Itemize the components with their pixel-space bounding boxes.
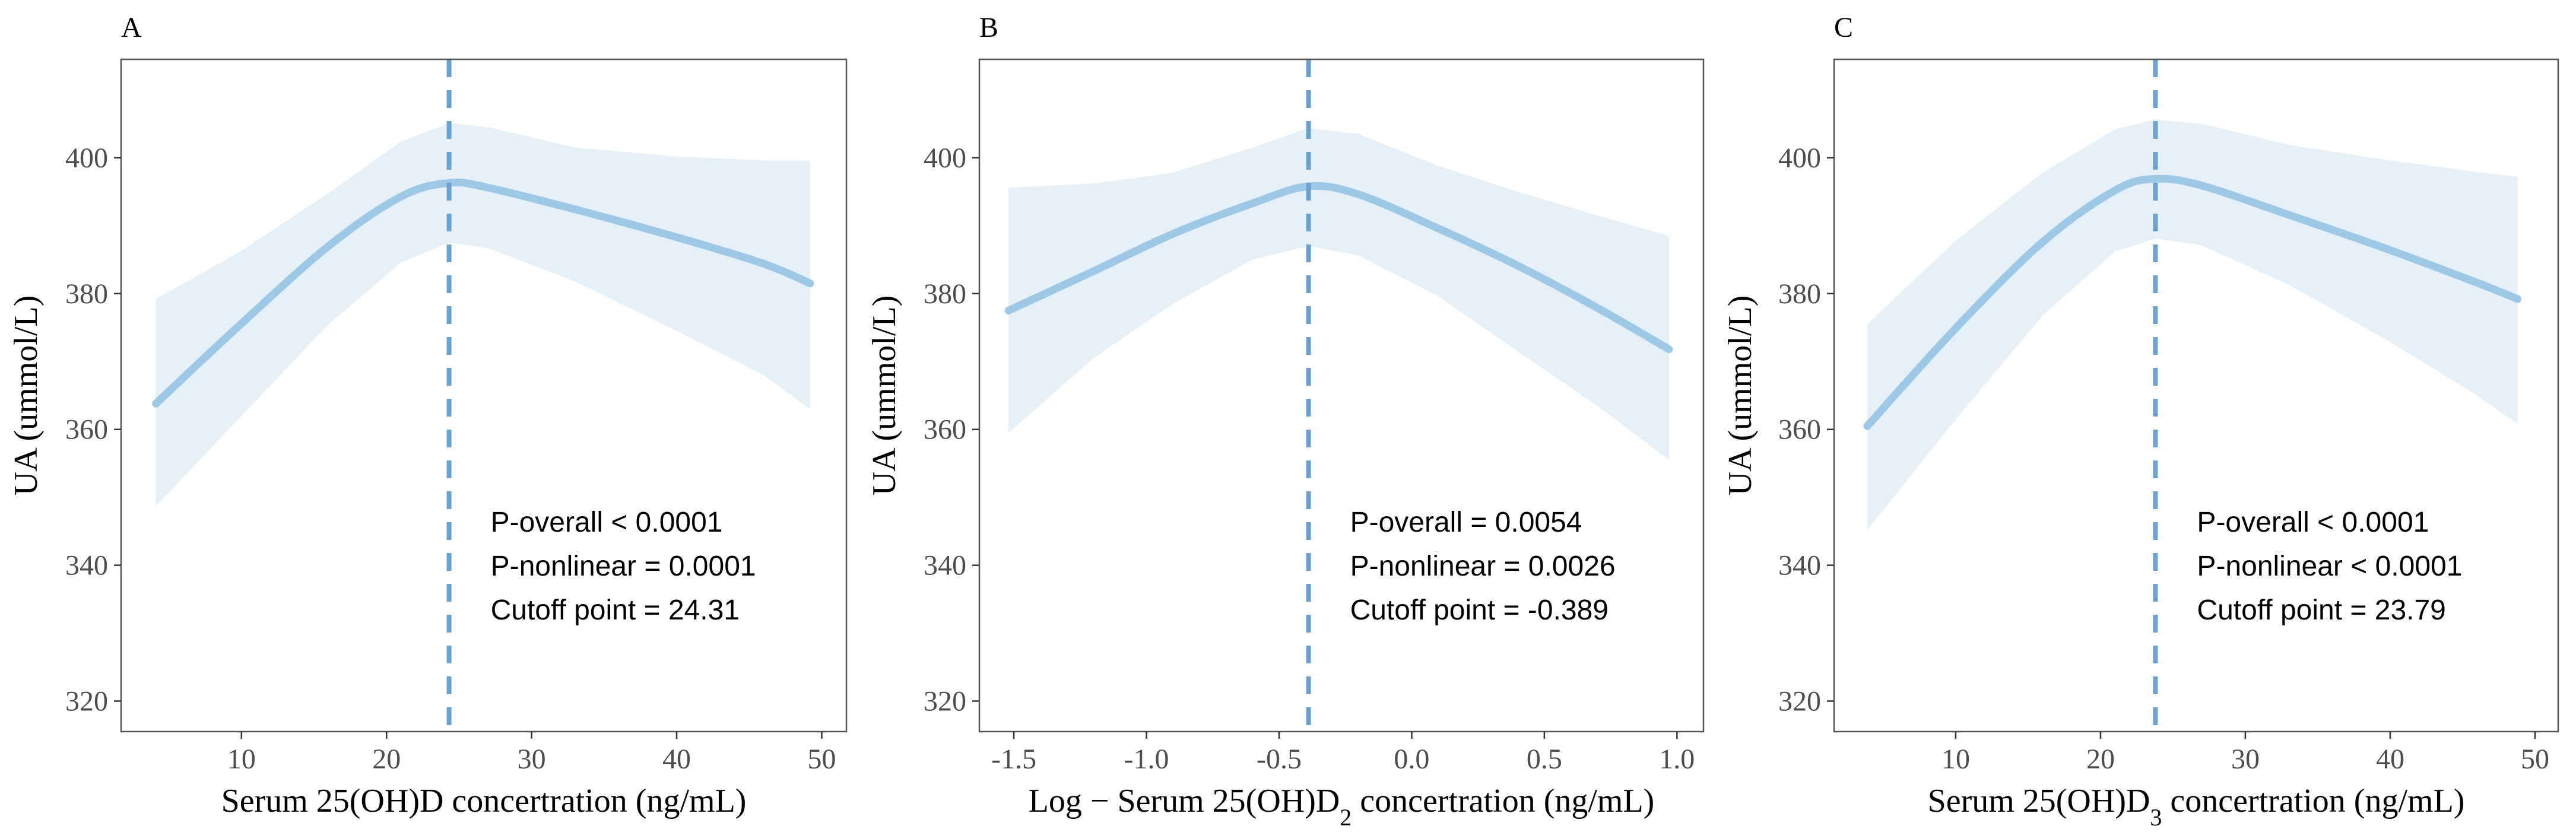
y-axis-title: UA (ummol/L) xyxy=(866,295,903,496)
plot-frame xyxy=(1833,58,2559,733)
y-tick-label: 340 xyxy=(924,550,966,581)
x-tick-label: 30 xyxy=(2231,743,2260,775)
plot-area xyxy=(152,59,814,732)
p-nonlinear-text: P-nonlinear < 0.0001 xyxy=(2197,551,2462,582)
x-axis-title: Serum 25(OH)D3 concertration (ng/mL) xyxy=(1928,783,2465,831)
y-tick-label: 380 xyxy=(924,278,966,310)
y-tick-label: 320 xyxy=(65,686,108,717)
y-tick-label: 400 xyxy=(1778,142,1821,174)
p-overall-text: P-overall < 0.0001 xyxy=(2197,507,2429,538)
x-tick-label: -1.0 xyxy=(1124,743,1169,775)
x-tick-label: 50 xyxy=(2521,743,2549,775)
panel-label: B xyxy=(979,12,998,43)
x-tick-label: 0.0 xyxy=(1394,743,1429,775)
y-tick-label: 400 xyxy=(65,142,108,174)
x-axis-title: Log − Serum 25(OH)D2 concertration (ng/m… xyxy=(1029,783,1655,831)
y-tick-label: 340 xyxy=(1778,550,1821,581)
x-tick-label: 10 xyxy=(1941,743,1970,775)
fit-line xyxy=(152,178,814,408)
plot-frame xyxy=(120,58,848,733)
p-overall-text: P-overall < 0.0001 xyxy=(491,507,723,538)
p-nonlinear-text: P-nonlinear = 0.0001 xyxy=(491,551,756,582)
y-tick-label: 380 xyxy=(1778,278,1821,310)
x-tick-label: -0.5 xyxy=(1257,743,1302,775)
plot-area xyxy=(1863,59,2522,732)
x-tick-label: 0.5 xyxy=(1527,743,1562,775)
y-tick-label: 400 xyxy=(924,142,966,174)
p-nonlinear-text: P-nonlinear = 0.0026 xyxy=(1350,551,1616,582)
x-tick-label: -1.5 xyxy=(991,743,1036,775)
y-tick-label: 360 xyxy=(65,414,108,446)
cutoff-point-text: Cutoff point = -0.389 xyxy=(1350,595,1609,626)
x-axis-title: Serum 25(OH)D concertration (ng/mL) xyxy=(221,783,747,819)
fit-line xyxy=(1863,174,2522,430)
panel-c: 320 340 360 380 400 10 20 30 40 50 C Serum 25(OH)D3… xyxy=(1722,12,2559,831)
x-tick-label: 10 xyxy=(227,743,256,775)
cutoff-point-text: Cutoff point = 24.31 xyxy=(491,595,740,626)
x-tick-label: 20 xyxy=(2086,743,2115,775)
y-tick-label: 380 xyxy=(65,278,108,310)
plot-area xyxy=(1004,59,1673,732)
p-overall-text: P-overall = 0.0054 xyxy=(1350,507,1582,538)
y-tick-label: 360 xyxy=(1778,414,1821,446)
y-tick-label: 340 xyxy=(65,550,108,581)
y-axis-title: UA (ummol/L) xyxy=(8,295,45,496)
x-tick-label: 1.0 xyxy=(1659,743,1695,775)
fit-line xyxy=(1004,182,1673,354)
confidence-band xyxy=(1867,119,2518,530)
x-tick-label: 40 xyxy=(2376,743,2404,775)
panel-label: C xyxy=(1834,12,1853,43)
x-tick-label: 30 xyxy=(518,743,546,775)
x-tick-label: 40 xyxy=(662,743,691,775)
cutoff-point-text: Cutoff point = 23.79 xyxy=(2197,595,2445,626)
x-tick-label: 20 xyxy=(372,743,401,775)
y-tick-label: 320 xyxy=(924,686,966,717)
panel-a: 320 340 360 380 400 10 20 30 40 50 A Serum 25(OH)D … xyxy=(8,12,848,819)
y-tick-label: 320 xyxy=(1778,686,1821,717)
y-tick-label: 360 xyxy=(924,414,966,446)
y-axis-title: UA (ummol/L) xyxy=(1722,295,1759,496)
panel-b: 320 340 360 380 400 -1.5 -1.0 -0.5 0.0 0.5 1.0 B Log… xyxy=(866,12,1705,831)
panel-label: A xyxy=(121,12,142,43)
plot-frame xyxy=(978,58,1705,733)
confidence-band xyxy=(1008,128,1669,460)
confidence-band xyxy=(156,123,810,507)
x-tick-label: 50 xyxy=(807,743,836,775)
